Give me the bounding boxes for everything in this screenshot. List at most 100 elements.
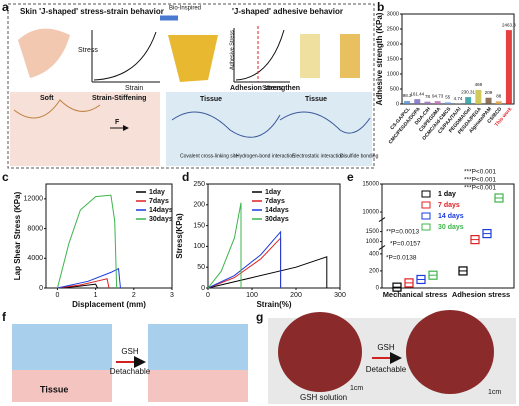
x-tick-label: 0	[206, 292, 210, 299]
bar	[424, 101, 431, 104]
value-label: 55	[445, 95, 451, 100]
y-tick-label: 8000	[27, 225, 43, 232]
tissue-right	[148, 370, 248, 402]
axis-label: Strain	[125, 85, 143, 92]
annotation: ***P<0.001	[464, 169, 496, 176]
axis-break	[378, 217, 386, 223]
legend-text: Covalent cross-linking site	[180, 153, 238, 159]
x-axis-label: Strain(%)	[256, 300, 291, 309]
panel-label: f	[2, 310, 7, 324]
y-tick-label: 2000	[387, 41, 399, 47]
legend-swatch	[421, 223, 431, 231]
plot-frame	[207, 183, 341, 289]
legend-label: 7 days	[438, 202, 460, 209]
title: Skin 'J-shaped' stress-strain behavior	[20, 7, 164, 16]
series-line	[207, 202, 242, 289]
title: 'J-shaped' adhesive behavior	[232, 7, 343, 16]
legend-text: Disulfide bonding	[340, 153, 379, 159]
y-tick-label: 1000	[366, 239, 380, 245]
label: Tissue	[305, 96, 327, 103]
y-tick-label: 1500	[387, 56, 399, 62]
legend-swatch	[421, 201, 431, 209]
axis-break	[378, 245, 386, 251]
x-tick-label: 1	[94, 292, 98, 299]
x-tick-label: 2	[132, 292, 136, 299]
vial	[340, 34, 360, 78]
label: Detachable	[366, 365, 407, 374]
tissue-left	[12, 370, 112, 402]
y-tick-label: 0	[396, 101, 399, 107]
value-label: 4.74	[454, 96, 463, 101]
panel-label: d	[182, 170, 189, 184]
bar	[495, 101, 502, 104]
y-tick-label: 200	[369, 269, 380, 275]
axis-label: Adhesive Stress	[229, 30, 235, 70]
panel-a-frame	[7, 3, 375, 169]
label: GSH solution	[300, 393, 347, 402]
y-tick-label: 15000	[362, 182, 379, 188]
label: Detachable	[110, 367, 151, 376]
legend-label: 14days	[149, 207, 173, 214]
panel-label: g	[256, 310, 263, 324]
annotation: ***P<0.001	[464, 177, 496, 184]
y-tick-label: 0	[201, 285, 205, 292]
series-line	[56, 194, 118, 289]
label: Soft	[40, 95, 54, 102]
plot-frame	[381, 183, 515, 289]
bar	[434, 101, 441, 104]
y-tick-label: 12000	[24, 196, 44, 203]
y-tick-label: 4000	[27, 255, 43, 262]
y-axis-label: Adhesive strength (KPa)	[375, 12, 384, 105]
y-tick-label: 250	[193, 181, 205, 188]
y-tick-label: 200	[193, 202, 205, 209]
legend-label: 1 day	[438, 191, 456, 198]
adhesive-curve	[233, 28, 290, 83]
adhesive-illustration	[168, 35, 218, 82]
panel-label: c	[2, 170, 9, 184]
y-tick-label: 400	[369, 251, 380, 257]
value-label: 161.44	[410, 91, 424, 96]
series-line	[207, 256, 328, 289]
heart-left	[278, 312, 362, 392]
legend-swatch	[421, 212, 431, 220]
label: Tissue	[40, 384, 68, 394]
series-line	[207, 236, 282, 289]
legend-label: 30days	[149, 216, 173, 223]
legend-label: 7days	[265, 198, 285, 205]
value-label: 230.31	[461, 89, 475, 94]
network	[171, 111, 371, 138]
legend-text: Hydrogen-bond interaction	[236, 153, 295, 159]
bar	[414, 99, 421, 104]
y-tick-label: 1000	[387, 71, 399, 77]
series-line	[207, 230, 282, 289]
x-tick-label: 0	[56, 292, 60, 299]
value-label: 2463.3	[502, 22, 516, 27]
arrow-label: Bio-Inspired	[169, 6, 201, 12]
value-label: 209	[485, 90, 493, 95]
vial	[300, 34, 320, 78]
series-line	[57, 278, 110, 289]
annotation: *P=0.0138	[386, 255, 417, 262]
y-axis-label: Stress(KPa)	[175, 213, 184, 259]
y-tick-label: 0	[376, 286, 380, 292]
x-tick-label: Adhesion stress	[452, 290, 510, 299]
legend-label: 1day	[265, 189, 281, 196]
y-tick-label: 50	[197, 264, 205, 271]
scale-bar: 1cm	[488, 389, 501, 396]
legend-label: 7days	[149, 198, 169, 205]
value-label: 94.73	[432, 93, 444, 98]
annotation: ***P<0.001	[464, 185, 496, 192]
value-label: 78	[425, 94, 431, 99]
legend-label: 14 days	[438, 213, 464, 220]
axis-label: Stress	[78, 47, 98, 54]
legend-text: Electrostatic interaction	[292, 153, 344, 159]
annotation: *P=0.0157	[390, 241, 421, 248]
panel-label: b	[377, 0, 384, 14]
x-tick-label: 3	[170, 292, 174, 299]
label: Strain-Stiffening	[92, 95, 146, 102]
y-tick-label: 1500	[366, 229, 380, 235]
x-tick-label: 200	[290, 292, 302, 299]
x-tick-label: Mechanical stress	[383, 290, 448, 299]
fibers	[13, 99, 101, 119]
